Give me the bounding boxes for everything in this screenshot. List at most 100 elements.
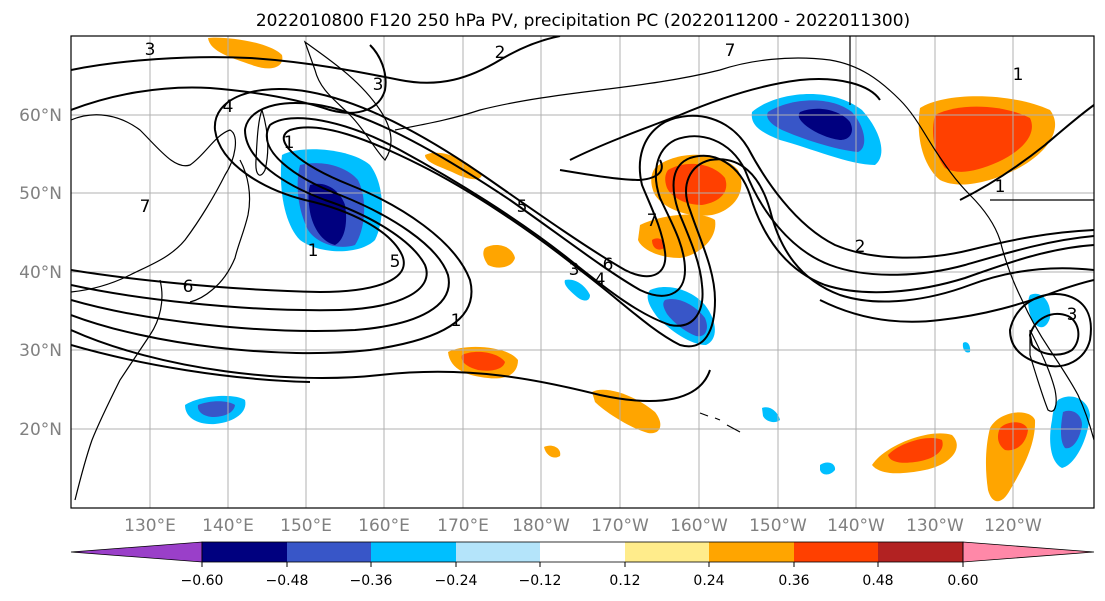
- precip-pos-tropic-streak: [592, 389, 661, 434]
- contour-5: [71, 36, 561, 84]
- precip-neg-westcoast: [1028, 293, 1051, 328]
- map-area: 3 2 7 1 3 4 7 5 6 7 3 5 6 4 1 2 1 3 1 1: [70, 35, 1095, 509]
- colorbar-bin-5: [540, 542, 625, 562]
- lon-label-120w: 120°W: [984, 516, 1042, 536]
- coastlines: [71, 36, 1094, 501]
- contour-9: [819, 279, 1094, 323]
- contour-label-16: 2: [855, 237, 866, 257]
- coast-west-na: [999, 239, 1094, 441]
- map-frame: [70, 35, 1095, 509]
- lat-label-20n: 20°N: [19, 420, 62, 440]
- coast-baja: [1029, 329, 1057, 412]
- contour-7: [569, 78, 881, 161]
- precip-pos-central-dot: [652, 238, 665, 250]
- contour-labels: 3 2 7 1 3 4 7 5 6 7 3 5 6 4 1 2 1 3 1 1: [140, 40, 1078, 331]
- precip-neg-tiny-1: [762, 407, 780, 423]
- precip-neg-alaska-core: [798, 108, 852, 140]
- contour-label-3: 7: [725, 41, 736, 61]
- contour-2: [71, 117, 1094, 332]
- precip-pos-central-n-mid: [665, 163, 727, 205]
- lon-label-140e: 140°E: [202, 516, 254, 536]
- colorbar: −0.60 −0.48 −0.36 −0.24 −0.12 0.12 0.24 …: [70, 541, 1095, 589]
- longitude-labels: 130°E 140°E 150°E 160°E 170°E 180°W 170°…: [124, 516, 1042, 536]
- contour-label-12: 5: [390, 252, 401, 272]
- contour-label-11: 3: [569, 260, 580, 280]
- precip-pos-bc-mid: [933, 106, 1032, 172]
- colorbar-tick-label-9: 0.48: [862, 573, 893, 589]
- contour-label-9: 6: [603, 255, 614, 275]
- colorbar-tick-label-2: −0.48: [266, 573, 309, 589]
- lat-label-50n: 50°N: [19, 184, 62, 204]
- colorbar-tick-labels: −0.60 −0.48 −0.36 −0.24 −0.12 0.12 0.24 …: [181, 573, 979, 589]
- lat-label-60n: 60°N: [19, 106, 62, 126]
- lon-label-130e: 130°E: [124, 516, 176, 536]
- contour-label-7: 7: [140, 197, 151, 217]
- contour-12: [1028, 313, 1080, 356]
- lon-label-130w: 130°W: [906, 516, 964, 536]
- colorbar-tick-label-1: −0.60: [181, 573, 224, 589]
- contour-8: [559, 159, 663, 182]
- colorbar-tick-label-6: 0.12: [609, 573, 640, 589]
- colorbar-bin-8: [794, 542, 878, 562]
- coast-korea-china: [74, 279, 163, 501]
- lon-label-160e: 160°E: [358, 516, 410, 536]
- contour-label-15: 1: [451, 311, 462, 331]
- colorbar-bin-9: [878, 542, 963, 562]
- contour-14: [71, 344, 311, 383]
- contour-label-20: 1: [284, 133, 295, 153]
- colorbar-bin-4: [456, 542, 540, 562]
- contour-label-13: 6: [183, 277, 194, 297]
- contour-label-8: 5: [517, 197, 528, 217]
- precip-neg-baja-mid: [1060, 410, 1082, 449]
- lat-label-40n: 40°N: [19, 263, 62, 283]
- coast-asia: [71, 114, 237, 293]
- figure-title: 2022010800 F120 250 hPa PV, precipitatio…: [256, 11, 910, 31]
- contour-label-14: 4: [595, 270, 606, 290]
- colorbar-bin-3: [371, 542, 456, 562]
- lon-label-140w: 140°W: [827, 516, 885, 536]
- precip-pos-tropic-e-mid: [888, 437, 943, 463]
- lon-label-150e: 150°E: [280, 516, 332, 536]
- colorbar-bin-7: [709, 542, 794, 562]
- precip-neg-south-mid: [197, 401, 235, 417]
- coast-japan: [189, 159, 251, 303]
- colorbar-bin-1: [202, 542, 287, 562]
- coast-kamchatka: [303, 40, 392, 161]
- coast-hawaii: [699, 412, 741, 433]
- colorbar-tick-label-7: 0.24: [693, 573, 724, 589]
- contour-label-17: 1: [995, 177, 1006, 197]
- contour-3: [71, 102, 1094, 312]
- precip-pos-small-42: [483, 245, 515, 268]
- colorbar-tick-label-3: −0.36: [350, 573, 393, 589]
- contour-6: [71, 44, 387, 114]
- precip-pos-north-edge: [208, 37, 283, 69]
- lon-label-170e: 170°E: [437, 516, 489, 536]
- coast-aleutians: [394, 69, 721, 131]
- contour-label-18: 3: [1067, 305, 1078, 325]
- contour-11: [1008, 293, 1092, 368]
- contour-label-1: 3: [145, 40, 156, 60]
- colorbar-bin-6: [625, 542, 709, 562]
- colorbar-tick-marks: [201, 562, 964, 567]
- colorbar-extend-high: [962, 541, 1095, 563]
- precip-pos-subtrop-mid: [461, 351, 505, 371]
- precip-pos-small-17: [544, 445, 561, 458]
- colorbar-extend-low: [70, 541, 203, 563]
- precip-neg-tiny-2: [820, 462, 836, 475]
- contour-13: [71, 329, 711, 402]
- latitude-labels: 60°N 50°N 40°N 30°N 20°N: [19, 106, 62, 440]
- contour-4: [71, 88, 1094, 294]
- colorbar-bin-2: [287, 542, 371, 562]
- colorbar-tick-label-5: −0.12: [519, 573, 562, 589]
- contour-10: [959, 104, 1094, 201]
- colorbar-tick-label-10: 0.60: [947, 573, 978, 589]
- contour-label-5: 3: [373, 75, 384, 95]
- lat-label-30n: 30°N: [19, 341, 62, 361]
- contour-label-6: 4: [223, 97, 234, 117]
- contour-label-10: 7: [647, 211, 658, 231]
- precip-neg-central-mid: [663, 299, 707, 337]
- precip-neg-japan-core: [308, 183, 347, 245]
- pv-contours: [71, 36, 1094, 402]
- colorbar-frame: [201, 541, 964, 563]
